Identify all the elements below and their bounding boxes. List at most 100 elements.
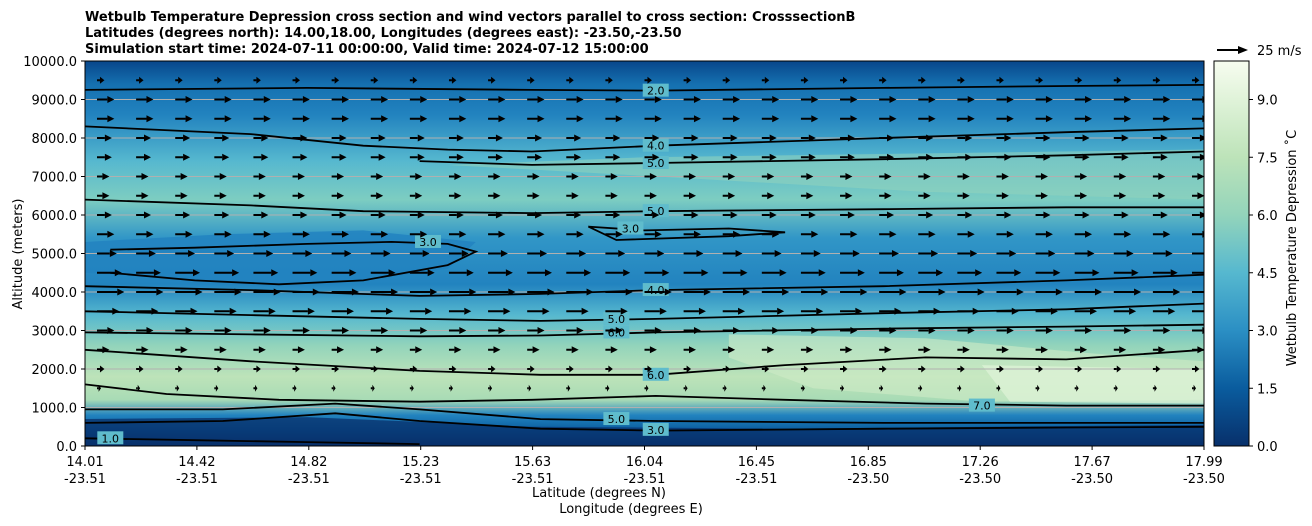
wind-vector-head: [222, 134, 230, 142]
wind-vector-head: [344, 250, 352, 257]
wind-vector-head: [1080, 346, 1088, 354]
contour-label: 5.0: [647, 157, 665, 170]
x-axis: 14.01 -23.51 14.42 -23.51 14.82 -23.51 15.23 -2…: [64, 446, 1225, 487]
wind-vector-head: [234, 288, 242, 296]
wind-vector-head: [928, 230, 936, 238]
wind-vector-head: [146, 96, 154, 103]
wind-vector-head: [965, 211, 973, 219]
wind-vector-head: [178, 76, 183, 84]
wind-vector-head: [652, 134, 660, 142]
vector-key: 25 m/s: [1217, 44, 1302, 59]
wind-vector-head: [261, 153, 269, 161]
wind-vector-head: [535, 211, 543, 219]
wind-vector-head: [180, 192, 188, 200]
wind-vector-head: [427, 269, 435, 277]
wind-vector-head: [803, 365, 809, 373]
wind-vector-head: [850, 115, 858, 123]
wind-vector-head: [185, 115, 193, 123]
contour-label-background: [415, 234, 442, 248]
wind-vector-head: [1016, 288, 1024, 296]
wind-vector-head: [493, 346, 501, 354]
wind-vector-head: [342, 230, 350, 238]
wind-vector-head: [938, 288, 946, 296]
wind-vector-head: [1087, 250, 1095, 257]
wind-vector-head: [143, 153, 151, 161]
wind-vector-head: [224, 96, 232, 103]
contour-label: 5.0: [608, 313, 626, 326]
wind-vector-head: [1011, 307, 1019, 315]
wind-vector-head: [222, 211, 230, 219]
wind-vector-head: [102, 173, 110, 180]
wind-vector-head: [967, 96, 975, 103]
wind-vector-head: [962, 173, 970, 180]
wind-vector-head: [305, 250, 313, 257]
wind-vector-head: [219, 173, 227, 180]
wind-vector-head: [1045, 230, 1053, 238]
wind-vector-head: [623, 269, 631, 277]
wind-vector-head: [1040, 346, 1048, 354]
wind-vector-head: [176, 384, 180, 392]
wind-vector-head: [733, 115, 741, 123]
wind-vector-head: [620, 307, 628, 315]
wind-vector-head: [652, 153, 660, 161]
wind-vector-head: [425, 307, 433, 315]
wind-vector-head: [891, 250, 899, 257]
contour-label: 4.0: [647, 140, 665, 153]
wind-vector-head: [109, 250, 117, 257]
wind-vector-head: [378, 211, 386, 219]
wind-vector-head: [141, 346, 149, 354]
wind-vector-head: [889, 115, 897, 123]
wind-vector-head: [1001, 192, 1009, 200]
wind-vector-head: [530, 365, 535, 373]
wind-vector-head: [962, 192, 970, 200]
wind-vector-head: [1055, 288, 1063, 296]
wind-vector-head: [576, 327, 584, 334]
wind-vector-head: [489, 384, 493, 392]
wind-vector-head: [608, 76, 613, 84]
wind-vector-head: [654, 115, 662, 123]
wind-vector-head: [1116, 76, 1122, 84]
wind-vector-head: [146, 230, 154, 238]
wind-vector-head: [1037, 384, 1040, 392]
y-tick-label: 8000.0: [32, 132, 78, 147]
y-tick-label: 6000.0: [32, 209, 78, 224]
wind-vector-head: [333, 384, 336, 392]
wind-vector-head: [104, 153, 112, 161]
wind-vector-head: [297, 173, 305, 180]
wind-vector-head: [1001, 346, 1009, 354]
contour-label-background: [642, 204, 669, 218]
wind-vector-head: [417, 153, 425, 161]
wind-vector-head: [295, 365, 300, 373]
wind-vector-head: [1119, 346, 1127, 354]
wind-vector-head: [456, 153, 464, 161]
wind-vector-head: [349, 269, 357, 277]
wind-vector-head: [923, 346, 931, 354]
wind-vector-head: [1045, 96, 1053, 103]
wind-vector-head: [528, 384, 532, 392]
wind-vector-head: [420, 96, 428, 103]
wind-vector-head: [263, 115, 271, 123]
y-tick-label: 4000.0: [32, 286, 78, 301]
x-tick-label-lon: -23.50: [847, 472, 889, 487]
wind-vector-head: [579, 250, 587, 257]
wind-vector-head: [351, 288, 359, 296]
wind-vector-head: [1158, 173, 1166, 180]
wind-vector-head: [1053, 269, 1061, 277]
wind-vector-head: [928, 115, 936, 123]
wind-vector-head: [495, 211, 503, 219]
wind-vector-head: [1194, 76, 1200, 84]
wind-vector-head: [381, 115, 389, 123]
wind-vector-head: [1155, 76, 1161, 84]
wind-vector-head: [610, 192, 618, 200]
wind-vector-head: [300, 134, 308, 142]
contour-label: 3.0: [647, 424, 665, 437]
wind-vector-head: [689, 346, 697, 354]
wind-vector-head: [1197, 173, 1204, 180]
wind-vector-head: [1014, 269, 1022, 277]
wind-vector-head: [107, 96, 115, 103]
wind-vector-head: [649, 192, 657, 200]
wind-vector-head: [769, 211, 777, 219]
wind-vector-head: [532, 346, 540, 354]
wind-vector-head: [606, 384, 610, 392]
wind-vector-head: [1045, 115, 1053, 123]
